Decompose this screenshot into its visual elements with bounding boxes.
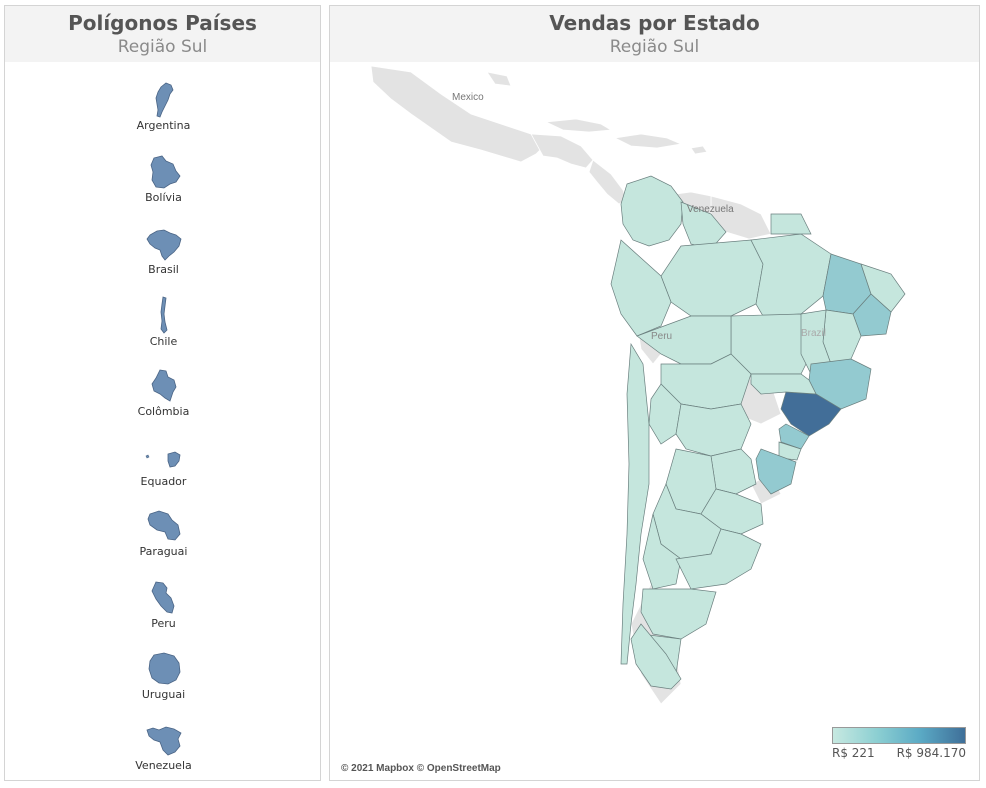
argentina-shape — [155, 82, 173, 118]
country-label: Chile — [149, 335, 178, 348]
legend-min-label: R$ 221 — [832, 746, 875, 760]
map-label-peru: Peru — [651, 331, 672, 342]
chile-shape — [160, 296, 167, 334]
map-label-venezuela: Venezuela — [687, 204, 734, 215]
legend-gradient-bar — [832, 727, 966, 744]
countries-panel: Polígonos Países Região Sul Argentina Bo… — [4, 5, 321, 781]
country-argentina[interactable]: Argentina — [5, 82, 322, 132]
venezuela-shape — [145, 726, 182, 756]
sales-map-panel: Vendas por Estado Região Sul — [329, 5, 980, 781]
bolivia-shape — [150, 155, 180, 189]
map-label-mexico: Mexico — [452, 92, 484, 103]
country-label: Bolívia — [145, 191, 182, 204]
paraguai-shape — [147, 510, 180, 541]
country-label: Colômbia — [137, 405, 190, 418]
state-region — [730, 313, 812, 375]
state-region — [750, 373, 817, 395]
state-region — [630, 623, 682, 690]
legend-max-label: R$ 984.170 — [896, 746, 966, 760]
state-region — [620, 175, 684, 247]
colombia-shape — [151, 369, 176, 402]
countries-panel-subtitle: Região Sul — [117, 37, 208, 57]
country-uruguai[interactable]: Uruguai — [5, 651, 322, 701]
state-region — [755, 448, 797, 495]
state-region — [660, 239, 764, 317]
country-bolivia[interactable]: Bolívia — [5, 154, 322, 204]
brasil-shape — [146, 229, 181, 261]
state-region — [610, 239, 672, 337]
state-region — [642, 513, 682, 590]
sales-map-title: Vendas por Estado — [549, 11, 760, 35]
sales-state-regions — [610, 175, 906, 690]
country-label: Equador — [140, 475, 187, 488]
sales-map-header: Vendas por Estado Região Sul — [330, 6, 979, 62]
state-region — [675, 403, 752, 457]
color-legend: R$ 221 R$ 984.170 — [832, 727, 966, 760]
state-region — [620, 342, 650, 665]
country-paraguai[interactable]: Paraguai — [5, 508, 322, 558]
state-region — [780, 391, 842, 437]
peru-shape — [151, 581, 174, 614]
sales-map[interactable]: Mexico Venezuela Peru Brazil R$ 221 R$ 9… — [331, 64, 980, 780]
map-canvas: Mexico Venezuela Peru Brazil — [370, 65, 906, 705]
map-label-brazil: Brazil — [801, 328, 826, 339]
country-label: Peru — [151, 617, 176, 630]
countries-panel-title: Polígonos Países — [68, 11, 257, 35]
sales-map-subtitle: Região Sul — [609, 37, 700, 57]
state-region — [640, 588, 717, 640]
country-equador[interactable]: Equador — [5, 446, 322, 488]
country-colombia[interactable]: Colômbia — [5, 368, 322, 418]
equador-shape — [145, 451, 180, 468]
country-venezuela[interactable]: Venezuela — [5, 722, 322, 772]
state-region — [675, 528, 762, 590]
uruguai-shape — [148, 652, 180, 685]
state-region — [750, 233, 832, 317]
country-chile[interactable]: Chile — [5, 296, 322, 348]
state-region — [770, 213, 812, 235]
country-label: Uruguai — [141, 688, 186, 701]
state-region — [710, 448, 757, 495]
country-label: Paraguai — [139, 545, 188, 558]
map-attribution[interactable]: © 2021 Mapbox © OpenStreetMap — [341, 763, 501, 774]
country-label: Venezuela — [135, 759, 192, 772]
country-label: Brasil — [148, 263, 179, 276]
country-peru[interactable]: Peru — [5, 580, 322, 630]
state-region — [852, 293, 892, 337]
country-label: Argentina — [136, 119, 191, 132]
state-region — [778, 441, 802, 461]
state-region — [860, 263, 906, 313]
country-brasil[interactable]: Brasil — [5, 226, 322, 276]
countries-panel-header: Polígonos Países Região Sul — [5, 6, 320, 62]
